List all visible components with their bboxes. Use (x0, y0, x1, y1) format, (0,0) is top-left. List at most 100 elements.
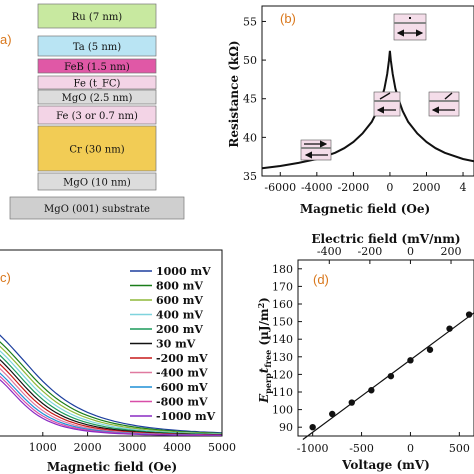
layer-7 (37, 172, 157, 191)
panel-d-top-axis-label: Electric field (mV/nm) (311, 232, 460, 246)
layer-4 (37, 89, 157, 105)
d-xtick-label: 0 (407, 442, 414, 455)
panel-b-resistance-chart: (b) -6000 -4000 -2000 0 2000 4 35 40 45 50 55 (227, 5, 474, 216)
d-xtick-label: -500 (349, 442, 374, 455)
d-ytick-label: 140 (272, 333, 293, 346)
d-ytick-label: 120 (272, 368, 293, 381)
c-legend-entry: 800 mV (156, 280, 203, 293)
b-xtick-label: -4000 (301, 181, 333, 194)
c-legend-entry: 600 mV (156, 294, 203, 307)
panel-c-x-axis-label: Magnetic field (Oe) (47, 460, 177, 474)
panel-b-label: (b) (280, 11, 296, 26)
d-x2tick-label: -200 (358, 245, 383, 258)
d-ytick-label: 150 (272, 316, 293, 329)
d-data-point (387, 372, 395, 380)
layer-label-1: Ta (5 nm) (73, 42, 121, 53)
layer-label-4: MgO (2.5 nm) (62, 93, 133, 104)
perpendicular-state-icon (393, 13, 427, 41)
b-ytick-label: 45 (243, 93, 257, 106)
b-ytick-label: 55 (243, 15, 257, 28)
d-x2tick-label: 0 (407, 245, 414, 258)
d-data-point (309, 424, 316, 431)
panel-c-frame (0, 249, 223, 437)
b-xtick-label: 4 (460, 181, 467, 194)
layer-0 (37, 3, 157, 29)
panel-d-x-axis-label: Voltage (mV) (341, 458, 430, 472)
d-ytick-label: 110 (272, 386, 293, 399)
parallel-state-icon (300, 139, 332, 161)
c-legend-entry: 200 mV (156, 323, 203, 336)
panel-b-frame (261, 5, 474, 177)
ylabel-sup: 2 (256, 303, 266, 309)
tilted-state-icon-left (373, 91, 401, 117)
c-legend-entry: -400 mV (156, 367, 208, 380)
d-data-point (446, 325, 453, 332)
c-xtick-label: 4000 (163, 441, 191, 454)
layer-label-3: Fe (t_FC) (74, 79, 121, 90)
c-legend-entry: -1000 mV (156, 410, 216, 423)
panel-d-energy-vs-voltage: (d) -1000 -500 0 500 -400 -200 0 200 90 100 110 120… (256, 232, 474, 472)
d-ytick-label: 100 (272, 404, 293, 417)
layer-label-2: FeB (1.5 nm) (64, 62, 130, 73)
panel-a-label: a) (0, 32, 12, 47)
c-legend-entry: -800 mV (156, 396, 208, 409)
d-ytick-label: 170 (272, 280, 293, 293)
c-legend-entry: 400 mV (156, 309, 203, 322)
ylabel-sub-perp: perp (263, 373, 273, 394)
b-xtick-label: 0 (386, 181, 393, 194)
layer-label-8: MgO (001) substrate (44, 204, 150, 215)
b-ytick-label: 35 (243, 170, 257, 183)
ylabel-unit: (µJ/m (257, 308, 271, 350)
d-xtick-label: -1000 (297, 442, 329, 455)
layer-label-6: Cr (30 nm) (69, 145, 124, 156)
d-x2tick-label: -400 (317, 245, 342, 258)
c-xtick-label: 1000 (29, 441, 57, 454)
panel-a-layer-stack: a) Ru (7 nm) Ta (5 nm) FeB (1.5 nm) Fe (t_F… (0, 3, 185, 220)
d-ytick-label: 180 (272, 263, 293, 276)
c-xtick-label: 3000 (118, 441, 146, 454)
layer-2 (37, 58, 157, 74)
c-xtick-label: 5000 (208, 441, 236, 454)
panel-c-label: c) (0, 270, 11, 285)
d-data-point (407, 357, 414, 364)
c-legend-entry: -600 mV (156, 381, 208, 394)
layer-5 (37, 105, 157, 125)
d-data-point (465, 311, 473, 318)
d-data-point (329, 410, 336, 418)
b-xtick-label: 2000 (412, 181, 440, 194)
layer-label-7: MgO (10 nm) (63, 178, 131, 189)
layer-3 (37, 75, 157, 90)
layer-label-5: Fe (3 or 0.7 nm) (56, 111, 138, 122)
ylabel-sub-free: free (263, 350, 273, 368)
panel-b-x-axis-label: Magnetic field (Oe) (300, 202, 430, 216)
c-legend-entry: -200 mV (156, 352, 208, 365)
ylabel-close: ) (257, 297, 271, 303)
d-xtick-label: 500 (449, 442, 470, 455)
c-series-curve (0, 334, 223, 434)
b-xtick-label: -6000 (264, 181, 296, 194)
c-legend-entry: 1000 mV (156, 265, 211, 278)
d-ytick-label: 160 (272, 298, 293, 311)
d-data-point (368, 387, 375, 394)
d-x2tick-label: 200 (441, 245, 462, 258)
layer-8 (9, 196, 185, 220)
panel-b-y-axis-label: Resistance (kΩ) (227, 40, 241, 147)
c-series-curve (0, 379, 222, 436)
b-ytick-label: 50 (243, 54, 257, 67)
d-data-point (426, 346, 434, 353)
b-xtick-label: -2000 (338, 181, 370, 194)
panel-d-frame (297, 259, 474, 437)
ylabel-t: t (257, 367, 271, 373)
layer-1 (37, 35, 157, 57)
b-ytick-label: 40 (243, 131, 257, 144)
d-ytick-label: 90 (279, 421, 293, 434)
panel-b-resistance-curve (261, 50, 474, 170)
c-legend-entry: 30 mV (156, 338, 196, 351)
d-data-point (348, 399, 355, 406)
layer-6 (37, 125, 157, 172)
panel-d-y-axis-label: Eperptfree (µJ/m2) (256, 297, 273, 404)
layer-label-0: Ru (7 nm) (72, 12, 123, 23)
ylabel-e: E (257, 393, 271, 404)
